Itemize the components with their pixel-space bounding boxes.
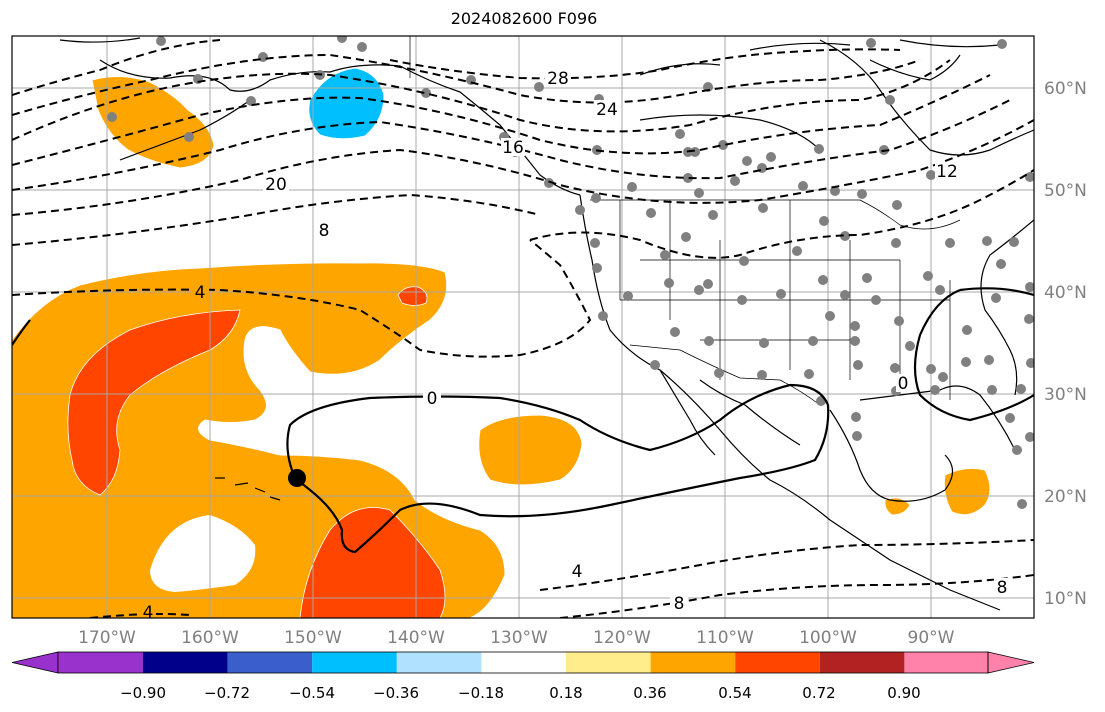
contour-label-4-south: 4 [572, 562, 583, 582]
colorbar-ticks: −0.90 −0.72 −0.54 −0.36 −0.18 0.18 0.36 … [120, 684, 921, 702]
colorbar-segment [650, 652, 736, 673]
lon-label: 110°W [696, 628, 754, 648]
contour-label-12: 12 [936, 162, 958, 182]
lon-label: 150°W [284, 628, 342, 648]
storm-position-marker [288, 469, 306, 487]
zero-contour-main [286, 383, 830, 554]
east-pacific-anomaly-region [478, 414, 583, 486]
colorbar-segment [819, 652, 905, 673]
colorbar-segment [904, 652, 988, 673]
canada-us-border [590, 199, 961, 230]
colorbar-tick-label: 0.36 [633, 684, 666, 702]
baja-coast [659, 369, 716, 456]
lon-label: 140°W [387, 628, 445, 648]
colorbar-tick-label: −0.72 [204, 684, 250, 702]
lat-label: 30°N [1044, 385, 1087, 405]
contour-16 [12, 99, 1011, 191]
contour-20a [12, 59, 951, 141]
contour-20b [12, 74, 991, 166]
contour-label-16: 16 [502, 138, 524, 158]
lon-label: 100°W [799, 628, 857, 648]
zero-contour-west [12, 319, 31, 346]
colorbar [11, 651, 1035, 674]
contour-label-8: 8 [319, 221, 330, 241]
yucatan-anomaly-region [943, 467, 991, 516]
map-frame [11, 35, 1035, 619]
zero-contours [12, 287, 1034, 554]
strong-region-west [67, 309, 241, 496]
contour-label-28: 28 [547, 69, 569, 89]
strong-region-south [299, 507, 446, 618]
colorbar-segment [566, 652, 651, 673]
dashed-contours [12, 39, 1034, 618]
colorbar-segment [481, 652, 566, 673]
contour-label-0-east: 0 [898, 374, 909, 394]
contour-label-4-sw: 4 [143, 603, 154, 623]
map-title: 2024082600 F096 [450, 9, 598, 28]
strong-region-north [397, 286, 428, 306]
canada-coast [639, 39, 1034, 156]
colorbar-segment [227, 652, 313, 673]
contour-label-8-south: 8 [674, 594, 685, 614]
map-gridlines [12, 36, 1034, 618]
colorbar-tick-label: −0.54 [289, 684, 335, 702]
colorbar-extend-low [11, 651, 59, 674]
colorbar-tick-label: 0.18 [549, 684, 582, 702]
lat-label: 50°N [1044, 181, 1087, 201]
lon-label: 160°W [181, 628, 239, 648]
latitude-axis: 60°N 50°N 40°N 30°N 20°N 10°N [1044, 79, 1087, 609]
strong-anomaly-shading [67, 286, 446, 618]
colorbar-segment [396, 652, 482, 673]
lon-label: 130°W [490, 628, 548, 648]
contour-24 [12, 53, 921, 116]
contour-label-4: 4 [195, 283, 206, 303]
lat-label: 40°N [1044, 283, 1087, 303]
lat-label: 10°N [1044, 589, 1087, 609]
negative-anomaly-region [308, 67, 385, 140]
colorbar-segment [735, 652, 820, 673]
station-markers [107, 36, 1034, 509]
us-mexico-border [629, 344, 821, 406]
contour-label-group: 28 24 20 16 12 8 4 0 4 8 4 8 0 [140, 69, 1010, 623]
mexico-interior [699, 379, 801, 446]
contour-28 [12, 39, 901, 96]
contour-label-0: 0 [427, 389, 438, 409]
gulf-anomaly-region [884, 497, 911, 516]
colorbar-extend-high [987, 651, 1035, 674]
contour-4-south [539, 539, 1034, 591]
contour-label-24: 24 [596, 100, 618, 120]
lon-label: 90°W [908, 628, 955, 648]
colorbar-tick-label: 0.90 [887, 684, 920, 702]
lon-label: 120°W [593, 628, 651, 648]
zero-contour-east [913, 287, 1034, 422]
hudson-bay [869, 54, 961, 81]
colorbar-outline [57, 651, 989, 674]
colorbar-segment [58, 652, 143, 673]
east-coast [980, 219, 1034, 396]
contour-8-south [559, 574, 1034, 618]
colorbar-tick-label: 0.72 [802, 684, 835, 702]
colorbar-tick-label: −0.36 [373, 684, 419, 702]
lon-label: 170°W [78, 628, 136, 648]
hawaii-islands [215, 477, 281, 501]
colorbar-segment [143, 652, 228, 673]
contour-label-8-east: 8 [997, 578, 1008, 598]
colorbar-tick-label: 0.54 [718, 684, 751, 702]
lat-label: 60°N [1044, 79, 1087, 99]
longitude-axis: 170°W 160°W 150°W 140°W 130°W 120°W 110°… [78, 628, 955, 648]
contour-12 [12, 119, 1034, 216]
colorbar-tick-label: −0.90 [120, 684, 166, 702]
contour-label-20: 20 [265, 175, 287, 195]
contour-8 [12, 169, 1034, 259]
unshaded-hole [150, 515, 256, 592]
colorbar-tick-label: −0.18 [458, 684, 504, 702]
lat-label: 20°N [1044, 487, 1087, 507]
colorbar-segment [312, 652, 397, 673]
north-america-coast [579, 194, 1001, 611]
